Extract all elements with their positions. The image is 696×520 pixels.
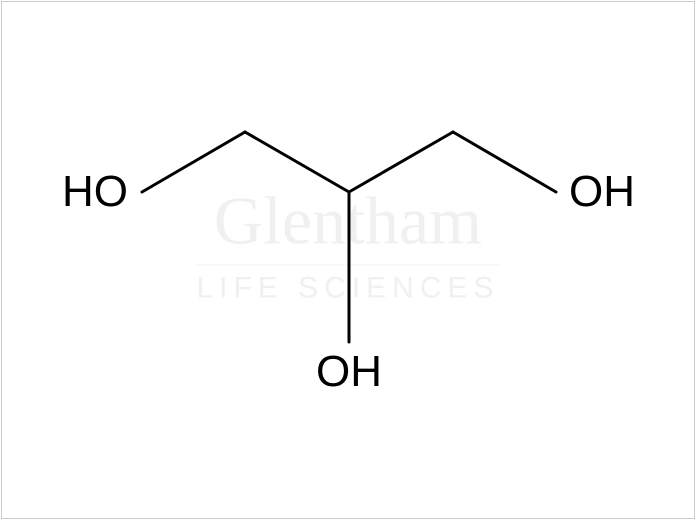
bond-layer [0, 0, 696, 520]
bond [142, 132, 245, 192]
atom-label-oh-left: HO [62, 167, 128, 217]
bond [245, 132, 349, 192]
bond [349, 132, 453, 192]
atom-label-oh-middle: OH [316, 347, 382, 397]
figure-canvas: Glentham LIFE SCIENCES HO OH OH [0, 0, 696, 520]
atom-label-oh-right: OH [569, 167, 635, 217]
bond [453, 132, 556, 192]
